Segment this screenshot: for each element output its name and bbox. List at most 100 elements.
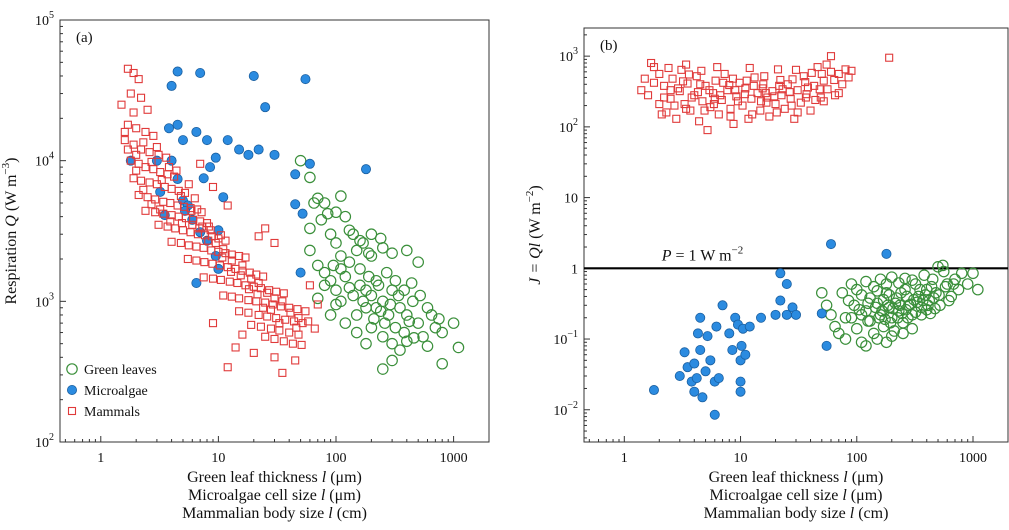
point-green bbox=[335, 190, 347, 202]
point-red bbox=[252, 297, 261, 306]
point-green bbox=[374, 232, 387, 245]
point-green bbox=[357, 295, 369, 308]
point-green bbox=[896, 307, 908, 320]
point-green bbox=[350, 326, 363, 339]
point-red bbox=[807, 68, 816, 77]
point-blue bbox=[297, 208, 308, 219]
point-red bbox=[770, 92, 779, 101]
point-red bbox=[278, 368, 287, 377]
point-red bbox=[186, 228, 195, 237]
point-green bbox=[939, 280, 952, 293]
series-red bbox=[117, 64, 322, 377]
point-red bbox=[120, 127, 129, 137]
point-red bbox=[123, 120, 132, 129]
point-red bbox=[219, 291, 228, 300]
point-green bbox=[400, 335, 413, 348]
point-green bbox=[412, 317, 424, 329]
point-red bbox=[682, 60, 691, 69]
point-red bbox=[801, 93, 810, 102]
point-blue bbox=[210, 152, 221, 163]
point-red bbox=[709, 100, 718, 109]
point-red bbox=[297, 340, 306, 349]
point-green bbox=[365, 250, 378, 262]
point-red bbox=[244, 296, 253, 305]
y-tick-base: 10 bbox=[553, 333, 567, 348]
point-blue bbox=[781, 279, 792, 290]
point-red bbox=[247, 320, 256, 329]
point-red bbox=[174, 186, 183, 195]
point-green bbox=[360, 284, 372, 296]
point-green bbox=[347, 289, 359, 302]
point-red bbox=[193, 205, 202, 214]
point-green bbox=[400, 309, 413, 321]
y-axis-title: J = Ql (W m−2) bbox=[524, 185, 544, 285]
point-green bbox=[943, 294, 955, 307]
point-green bbox=[436, 326, 449, 339]
point-green bbox=[330, 206, 342, 219]
plot-frame bbox=[59, 19, 490, 443]
point-red bbox=[720, 69, 729, 79]
point-red bbox=[149, 165, 158, 174]
point-red bbox=[666, 86, 675, 95]
point-red bbox=[811, 95, 820, 105]
point-red bbox=[204, 236, 213, 245]
point-green bbox=[421, 340, 434, 352]
point-green bbox=[339, 210, 352, 223]
point-red bbox=[693, 88, 702, 97]
y-axis-title-unit: (W m bbox=[3, 174, 20, 215]
point-red bbox=[192, 242, 201, 251]
x-axis-title-line: Mammalian body size l (cm) bbox=[182, 505, 367, 522]
point-green bbox=[304, 222, 316, 235]
point-red bbox=[643, 91, 653, 100]
point-green bbox=[902, 311, 914, 324]
point-red bbox=[725, 81, 734, 90]
point-green bbox=[920, 303, 933, 316]
point-red bbox=[152, 142, 161, 152]
point-red bbox=[241, 253, 250, 262]
point-blue bbox=[821, 340, 832, 351]
point-blue bbox=[744, 321, 755, 332]
point-red bbox=[664, 63, 673, 73]
point-red bbox=[695, 117, 704, 126]
point-red bbox=[771, 100, 780, 109]
point-green bbox=[901, 290, 913, 303]
y-tick-label: 1 bbox=[571, 262, 578, 277]
x-axis-title-unit: (cm) bbox=[333, 505, 367, 522]
point-blue bbox=[269, 149, 280, 160]
point-blue bbox=[195, 67, 206, 78]
point-blue bbox=[717, 300, 728, 311]
point-green bbox=[321, 207, 334, 220]
point-red bbox=[662, 108, 671, 117]
point-red bbox=[117, 100, 126, 109]
point-red bbox=[208, 319, 218, 328]
point-red bbox=[819, 76, 828, 85]
point-blue bbox=[775, 295, 786, 306]
x-tick-label: 1 bbox=[621, 451, 628, 466]
point-red bbox=[288, 339, 297, 348]
legend-marker bbox=[66, 363, 78, 375]
y-axis-title-symbol: Q bbox=[3, 215, 20, 227]
x-axis-title-unit: (μm) bbox=[325, 487, 361, 504]
point-red bbox=[235, 251, 244, 261]
point-red bbox=[129, 140, 138, 149]
point-green bbox=[873, 311, 885, 324]
point-red bbox=[655, 100, 664, 109]
point-red bbox=[154, 150, 163, 159]
point-red bbox=[776, 75, 785, 85]
point-red bbox=[270, 353, 279, 362]
point-red bbox=[745, 63, 754, 73]
point-red bbox=[254, 278, 263, 288]
point-red bbox=[697, 66, 706, 75]
point-red bbox=[750, 73, 759, 82]
point-red bbox=[134, 190, 143, 200]
point-green bbox=[324, 228, 337, 241]
point-red bbox=[154, 220, 163, 229]
point-red bbox=[760, 72, 769, 81]
point-red bbox=[225, 277, 234, 286]
point-red bbox=[253, 290, 262, 299]
y-tick-base: 10 bbox=[553, 404, 567, 419]
point-green bbox=[897, 327, 909, 340]
point-red bbox=[279, 289, 288, 298]
point-red bbox=[787, 101, 796, 110]
point-red bbox=[796, 98, 805, 107]
